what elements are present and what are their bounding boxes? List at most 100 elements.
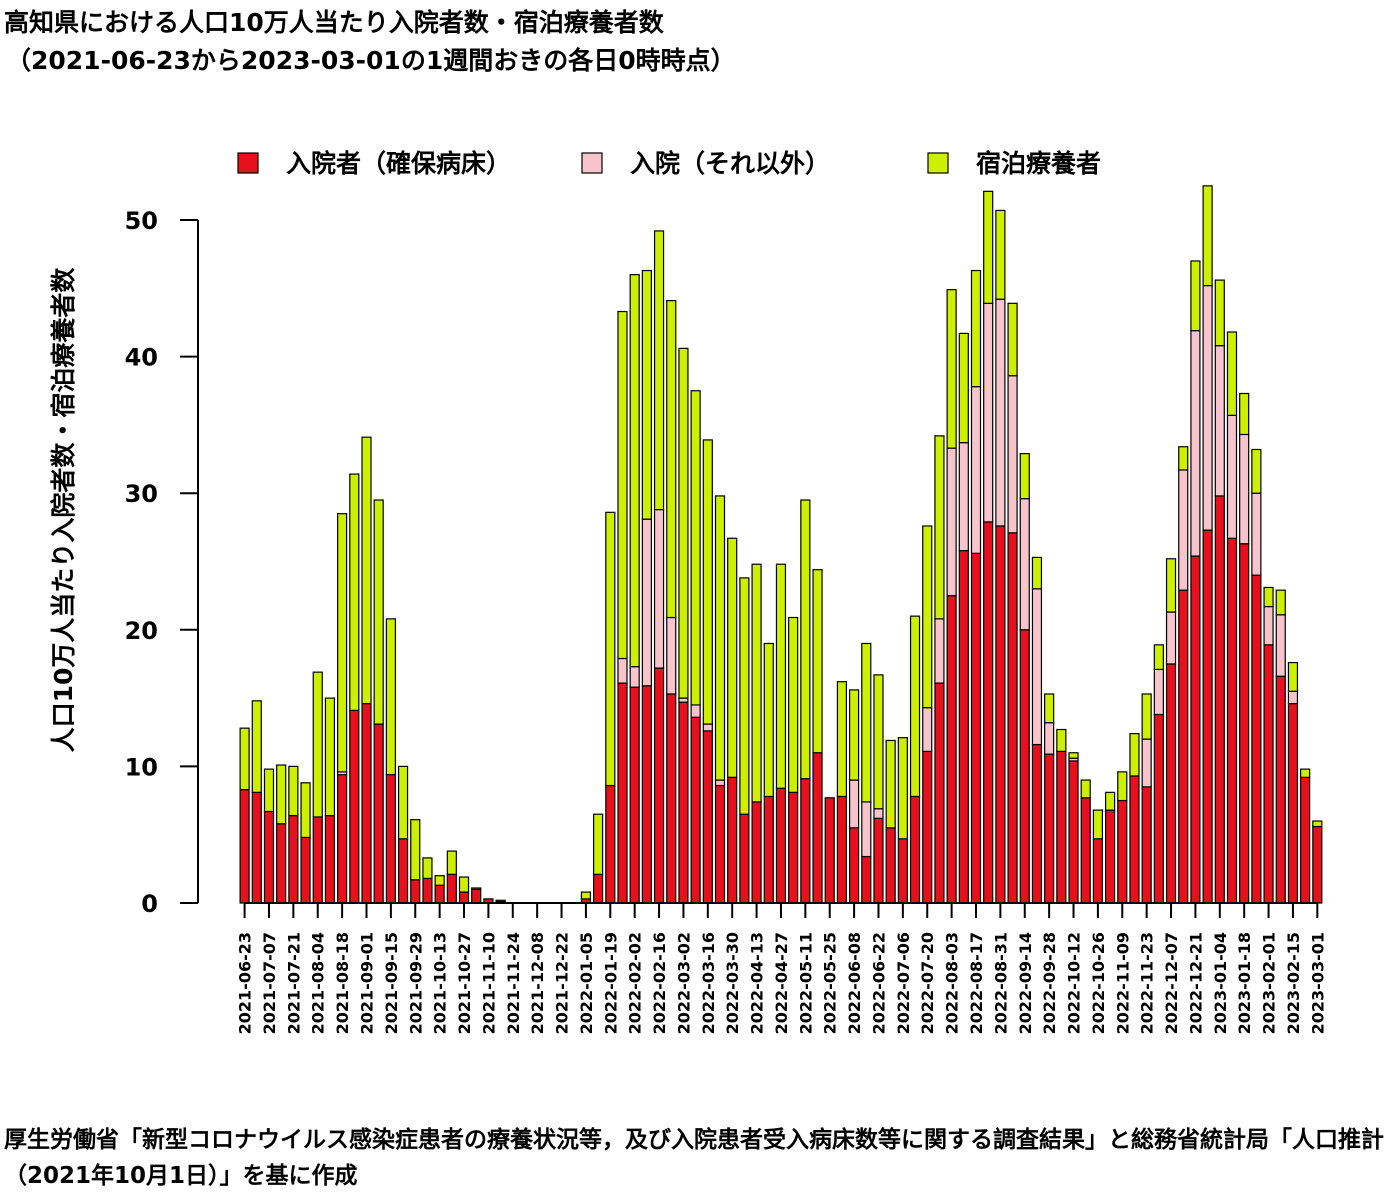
x-tick-label: 2023-02-15 [1284, 932, 1303, 1034]
x-tick-label: 2023-02-01 [1260, 932, 1279, 1034]
bar-segment-2 [678, 697, 689, 703]
bar-stack [934, 435, 945, 904]
x-tick-label: 2022-08-31 [991, 932, 1010, 1034]
bar-segment-3 [458, 876, 470, 893]
bar-segment-1 [422, 877, 433, 904]
legend-swatch [237, 152, 259, 174]
bar-segment-3 [1263, 586, 1274, 608]
bar-stack [434, 875, 445, 904]
bar-segment-1 [1117, 799, 1128, 904]
x-tick-label: 2022-10-12 [1065, 932, 1084, 1034]
bar-segment-2 [1153, 668, 1164, 716]
bar-segment-1 [873, 817, 884, 904]
bar-segment-2 [1287, 690, 1299, 705]
bar-segment-3 [751, 563, 762, 803]
bar-stack [1117, 771, 1128, 904]
bar-segment-3 [1141, 693, 1152, 740]
x-tick-label: 2022-08-17 [967, 932, 986, 1034]
bar-segment-2 [641, 518, 652, 687]
bar-segment-3 [1080, 779, 1091, 799]
bar-segment-1 [666, 693, 677, 904]
bar-segment-1 [1202, 529, 1213, 904]
x-tick-label: 2021-09-29 [406, 932, 425, 1034]
bar-segment-2 [1275, 614, 1286, 677]
y-tick-label: 40 [125, 344, 158, 372]
bar-stack [1104, 791, 1116, 904]
bar-segment-1 [678, 701, 689, 904]
bar-segment-2 [1178, 469, 1189, 591]
bar-segment-3 [495, 899, 506, 903]
bar-stack [1080, 779, 1091, 904]
bar-segment-3 [385, 618, 396, 776]
bar-segment-3 [593, 813, 604, 875]
bar-segment-1 [1056, 750, 1067, 904]
bar-stack [422, 857, 433, 904]
bar-segment-1 [1300, 776, 1311, 904]
bar-stack [788, 616, 799, 904]
bar-segment-2 [1141, 738, 1152, 788]
bar-segment-2 [690, 704, 701, 718]
bar-stack [1153, 644, 1164, 904]
bar-segment-3 [934, 435, 945, 620]
bar-stack [800, 499, 811, 904]
bar-stack [629, 274, 640, 904]
bar-segment-3 [775, 563, 787, 789]
bar-segment-3 [666, 299, 677, 619]
x-tick-label: 2021-10-13 [431, 932, 450, 1034]
bar-segment-1 [727, 776, 738, 904]
plot-area [239, 185, 1323, 904]
source-note: 厚生労働省「新型コロナウイルス感染症患者の療養状況等，及び入院患者受入病床数等に… [4, 1127, 1384, 1189]
bar-segment-1 [702, 730, 713, 904]
bar-stack [1031, 556, 1043, 904]
bar-stack [397, 765, 409, 904]
bar-stack [653, 230, 665, 904]
bar-segment-1 [800, 778, 811, 904]
bar-segment-2 [1044, 722, 1055, 755]
bar-segment-2 [653, 508, 665, 669]
bar-stack [471, 887, 482, 904]
bar-segment-1 [1080, 797, 1091, 904]
y-tick-label: 50 [125, 207, 158, 235]
bar-segment-3 [605, 511, 616, 787]
bar-segment-2 [970, 386, 982, 554]
bar-stack [458, 876, 470, 904]
bar-segment-1 [446, 873, 457, 904]
bar-stack [1068, 752, 1079, 904]
bar-segment-1 [312, 816, 323, 904]
bar-stack [885, 739, 896, 904]
x-tick-label: 2022-11-23 [1138, 932, 1157, 1034]
bar-segment-1 [434, 884, 445, 904]
bar-segment-2 [861, 801, 872, 858]
bar-segment-2 [958, 442, 969, 552]
legend-item: 宿泊療養者 [927, 149, 1101, 178]
bar-segment-3 [1226, 331, 1238, 416]
bar-segment-3 [848, 689, 860, 781]
bar-segment-3 [580, 891, 592, 900]
bar-stack [1239, 392, 1250, 904]
x-tick-label: 2022-05-11 [796, 932, 815, 1034]
bar-stack [1202, 185, 1213, 904]
bar-segment-1 [1239, 543, 1250, 904]
bar-stack [983, 190, 994, 904]
bar-stack [812, 569, 823, 904]
bar-segment-1 [605, 784, 616, 904]
bar-segment-3 [1312, 820, 1323, 828]
bar-segment-3 [1007, 302, 1018, 377]
x-tick-label: 2023-01-18 [1235, 932, 1254, 1034]
bar-stack [410, 819, 421, 904]
legend-swatch [581, 152, 603, 174]
bar-stack [824, 797, 835, 904]
x-tick-label: 2021-07-07 [260, 932, 279, 1034]
bar-stack [1044, 693, 1055, 904]
x-tick-label: 2022-09-14 [1016, 932, 1035, 1034]
bar-stack [861, 642, 872, 904]
bar-segment-1 [1044, 753, 1055, 904]
bar-segment-2 [934, 618, 945, 684]
bar-segment-1 [653, 667, 665, 904]
bar-segment-1 [1263, 644, 1274, 904]
x-tick-label: 2022-02-16 [650, 932, 669, 1034]
bar-segment-1 [361, 702, 372, 904]
x-tick-label: 2022-03-30 [723, 932, 742, 1034]
x-tick-label: 2021-07-21 [284, 932, 303, 1034]
bar-stack [324, 697, 336, 904]
